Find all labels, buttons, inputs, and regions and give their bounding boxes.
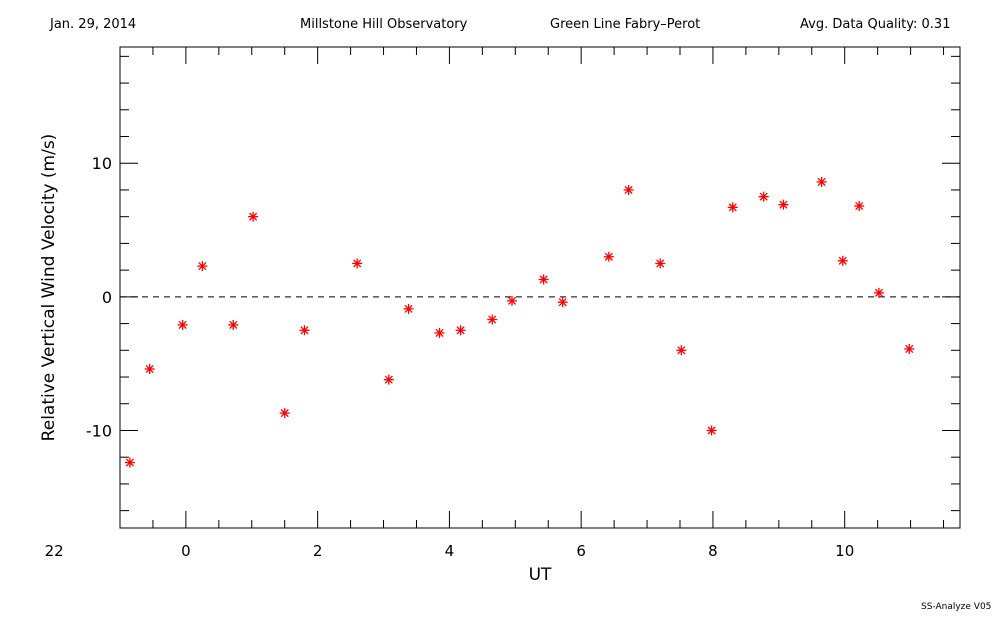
data-point [706,425,717,436]
data-point [655,258,666,269]
y-tick-label: 10 [92,154,112,173]
x-axis-label: UT [529,565,552,585]
data-point [816,176,827,187]
plot-frame [119,46,961,529]
software-version: SS-Analyze V05 [921,602,992,612]
axis-ticks [120,47,960,528]
y-tick-label: 0 [102,288,112,307]
header-data-quality: Avg. Data Quality: 0.31 [800,17,951,32]
data-point [434,327,445,338]
data-point [507,295,517,306]
data-point [352,258,363,269]
data-point [727,202,738,213]
x-tick-label: 0 [181,542,191,560]
data-point [177,319,188,330]
x-tick-label: 2 [313,542,323,560]
data-point [904,343,915,354]
data-point [778,199,789,210]
data-point [854,200,865,211]
data-points [124,176,915,468]
data-point [299,325,310,336]
data-point [279,408,290,419]
data-point [197,261,208,272]
y-axis-label: Relative Vertical Wind Velocity (m/s) [39,134,59,442]
x-tick-label: 6 [576,542,586,560]
data-point [124,457,135,468]
header-instrument: Green Line Fabry–Perot [550,17,701,32]
data-point [228,319,239,330]
tick-labels: 22 0 2 4 6 8 10 10 0 -10 [45,154,855,560]
y-tick-label: -10 [86,421,112,440]
data-point [538,274,549,285]
data-point [837,255,848,266]
data-point [873,287,884,298]
data-point [758,191,769,202]
data-point [623,184,634,195]
x-tick-label: 10 [835,542,854,560]
data-point [144,364,155,375]
x-tick-label: 4 [445,542,455,560]
data-point [248,211,259,222]
data-point [557,297,568,308]
data-point [403,303,414,314]
header-observatory: Millstone Hill Observatory [300,17,468,32]
data-point [383,374,394,385]
data-point [455,325,466,336]
data-point [603,251,614,262]
x-tick-label: 8 [708,542,718,560]
x-tick-label: 22 [45,542,64,560]
data-point [487,314,498,325]
header-date: Jan. 29, 2014 [50,17,137,32]
data-point [676,345,687,356]
